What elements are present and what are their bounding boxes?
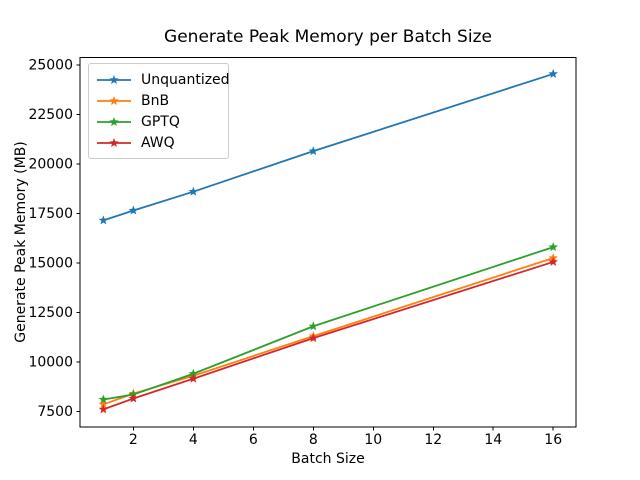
data-point-awq-x16 [548,256,558,266]
x-tick-label: 16 [544,432,562,448]
y-tick-label: 25000 [28,58,73,74]
x-tick-label: 12 [424,432,442,448]
y-tick-label: 12500 [28,305,73,321]
legend-line-star-icon [97,137,131,147]
y-tick-label: 22500 [28,107,73,123]
data-point-awq-x1 [98,404,109,414]
data-point-gptq-x16 [548,242,558,252]
legend-label: AWQ [141,134,175,151]
legend-entry-gptq: GPTQ [96,111,228,132]
y-tick-label: 17500 [28,206,73,222]
data-point-awq-x4 [188,373,199,383]
axes-frame [79,57,577,428]
data-point-gptq-x4 [188,368,199,378]
legend-label: BnB [141,92,170,109]
data-point-gptq-x8 [308,321,319,331]
x-axis-label: Batch Size [291,451,365,467]
data-point-gptq-x1 [98,394,109,404]
legend-entry-bnb: BnB [96,90,228,111]
y-tick-label: 20000 [28,156,73,172]
chart-title: Generate Peak Memory per Batch Size [164,27,492,47]
y-tick-label: 7500 [37,404,73,420]
legend: Unquantized BnB GPTQ AWQ [88,63,230,159]
data-point-unquantized-x8 [308,146,319,156]
x-tick-label: 10 [364,432,382,448]
x-tick-label: 6 [249,432,258,448]
y-tick-label: 15000 [28,255,73,271]
data-point-awq-x8 [308,333,319,343]
series-line-gptq [103,246,554,401]
x-tick-label: 14 [484,432,502,448]
y-tick-label: 10000 [28,354,73,370]
legend-line-star-icon [97,116,131,126]
data-point-bnb-x1 [98,399,109,409]
data-point-unquantized-x16 [548,68,558,78]
series-line-awq [103,261,554,411]
legend-entry-awq: AWQ [96,132,228,153]
data-point-unquantized-x1 [98,215,109,225]
legend-entry-unquantized: Unquantized [96,69,230,90]
x-tick-label: 8 [309,432,318,448]
legend-label: Unquantized [141,71,230,88]
legend-line-star-icon [97,95,131,105]
x-tick-label: 4 [189,432,198,448]
legend-line-star-icon [97,74,131,84]
data-point-unquantized-x4 [188,186,199,196]
legend-label: GPTQ [141,113,180,130]
data-point-awq-x2 [128,393,139,403]
y-axis-label: Generate Peak Memory (MB) [13,141,29,343]
data-point-unquantized-x2 [128,205,139,215]
x-tick-label: 2 [129,432,138,448]
